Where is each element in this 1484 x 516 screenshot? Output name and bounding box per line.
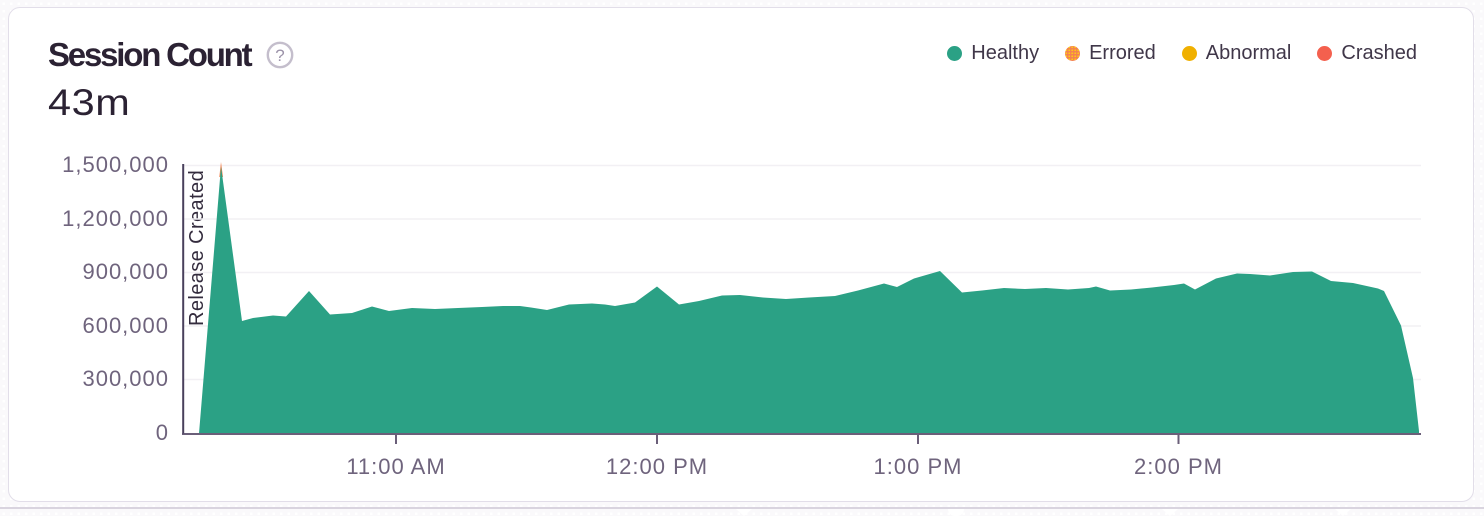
svg-text:?: ?	[275, 46, 284, 65]
